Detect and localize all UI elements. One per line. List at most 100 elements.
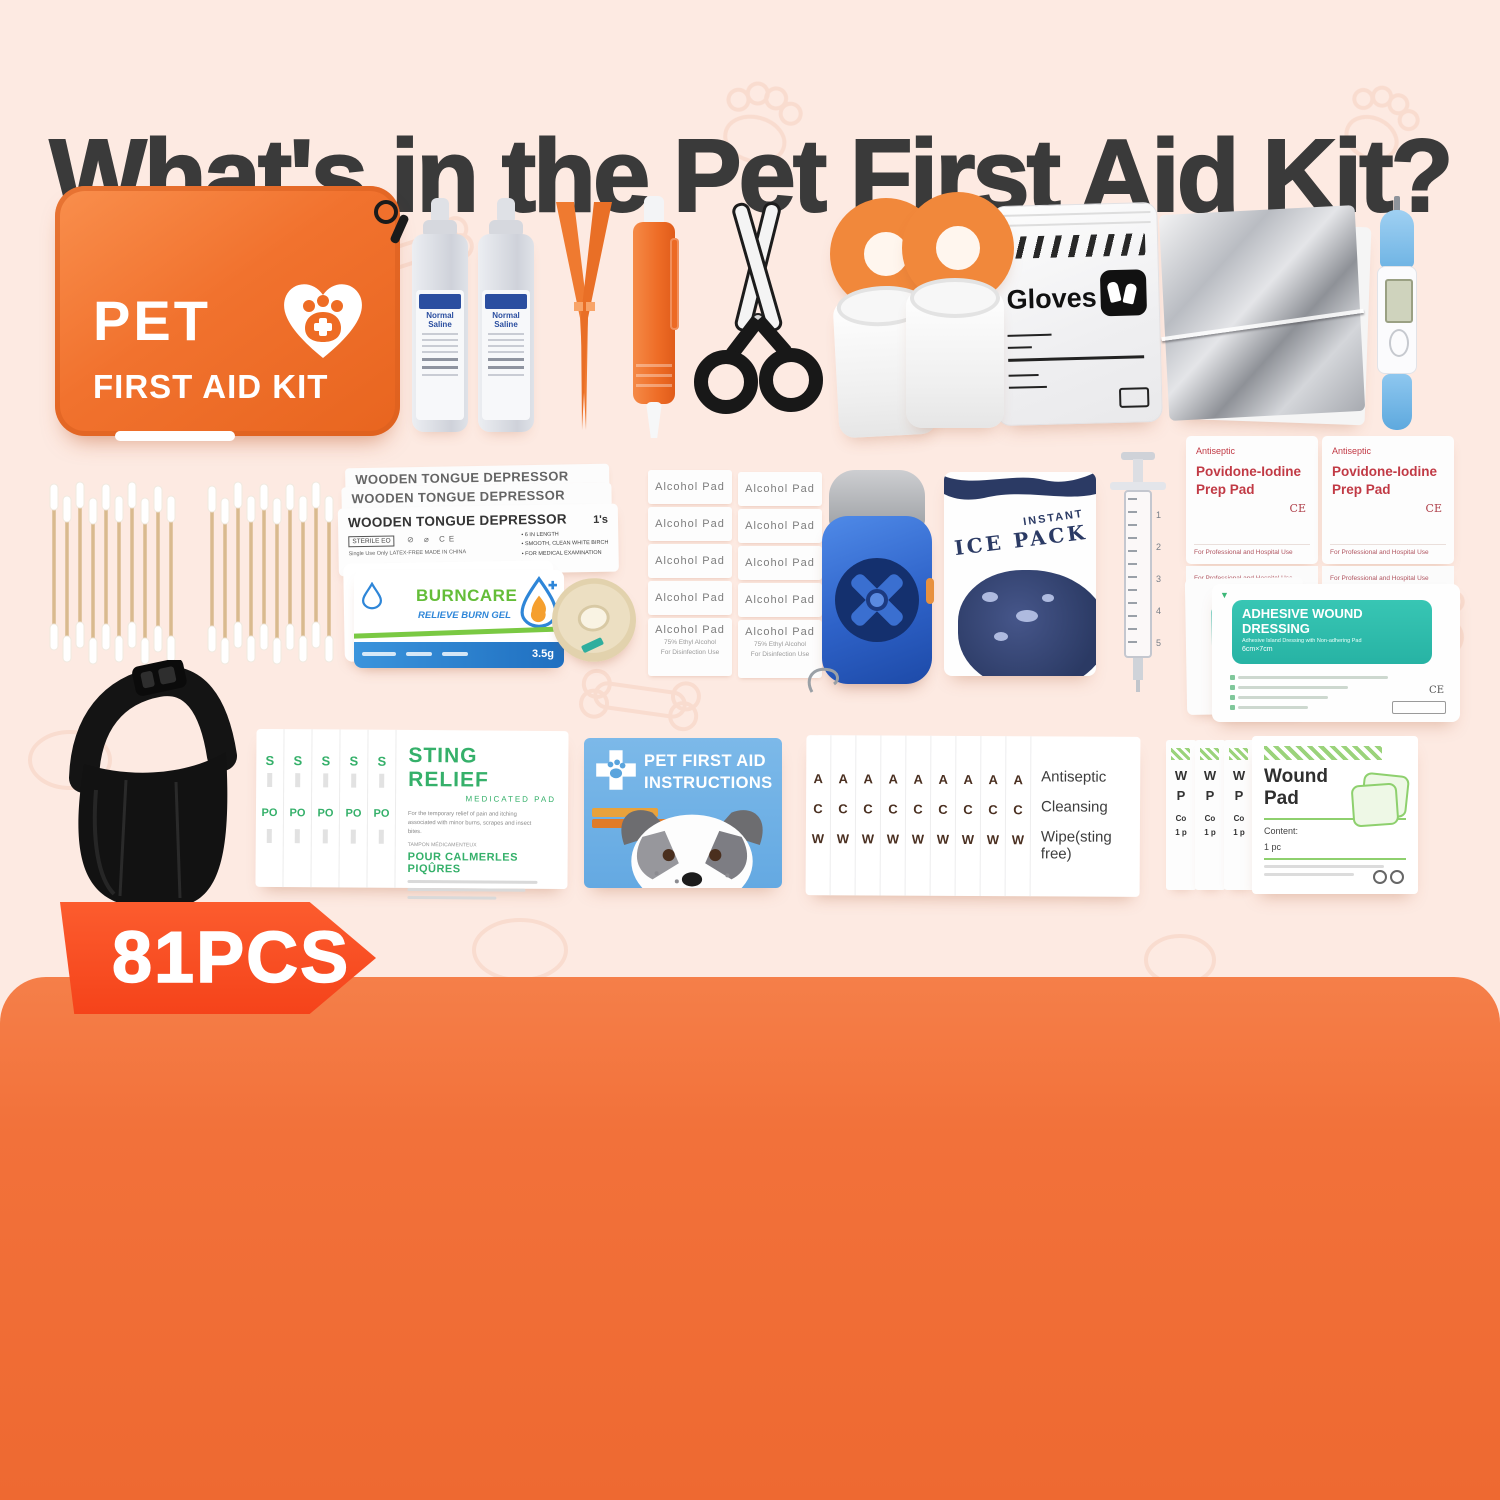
blanket-crease <box>1161 309 1364 342</box>
digital-thermometer <box>1374 196 1420 434</box>
burn-gel-packet-front: BURNCARE RELIEVE BURN GEL 3.5g <box>354 570 564 668</box>
flashlight-side-button <box>926 578 934 604</box>
vial-label: Normal Saline <box>416 290 464 420</box>
vial-label-band <box>485 294 527 309</box>
syringe-pet-feeder: 1 2 3 4 5 <box>1106 452 1170 692</box>
contents-panel: 1*Emergency Muzzle 10*Alcohol Pad 1*Digi… <box>0 977 1500 1500</box>
tick-remover-top-tip <box>644 196 664 226</box>
ce-mark: CE <box>1425 502 1442 515</box>
burn-gel-sub: RELIEVE BURN GEL <box>418 610 511 621</box>
cross-paw-icon <box>596 750 636 790</box>
alcohol-pad-column: Alcohol Pad Alcohol Pad Alcohol Pad Alco… <box>738 472 822 678</box>
tape-roll-core <box>576 602 612 634</box>
green-hatch-strip <box>1264 746 1382 760</box>
sterile-box <box>1392 701 1446 714</box>
ce-mark: CE <box>1289 502 1306 515</box>
heart-paw-cross-icon <box>284 284 362 358</box>
water-drop-icon <box>362 582 382 610</box>
swab-bundle-1 <box>48 480 177 666</box>
wipe-label: Antiseptic Cleansing Wipe(sting free) <box>1040 768 1112 863</box>
vial-body: Normal Saline <box>412 234 468 432</box>
vial-label: Normal Saline <box>482 290 530 420</box>
scale-number: 3 <box>1156 574 1162 584</box>
alcohol-pad: Alcohol Pad <box>648 544 732 578</box>
gloves-label: Gloves <box>1006 282 1098 315</box>
green-wave <box>354 626 564 639</box>
tape-roll-edge <box>580 637 605 654</box>
sting-pad-folded: S PO <box>255 728 285 888</box>
scale-ticks <box>1128 498 1137 650</box>
tick-remover-body <box>633 222 675 404</box>
bag-brand-line1: PET <box>93 289 211 352</box>
vial-cap <box>497 198 515 224</box>
povidone-iodine-prep-pads: Antiseptic Povidone-Iodine Prep Pad CE F… <box>1186 436 1454 564</box>
crank-hub <box>866 589 888 611</box>
sting-pad-front: STING RELIEF MEDICATED PAD For the tempo… <box>395 730 568 900</box>
drop-flame-icon <box>520 576 558 628</box>
piece-count-label: 81PCS <box>111 917 351 999</box>
hands-icon <box>1099 269 1148 317</box>
gloves-seal <box>998 211 1151 228</box>
scale-number: 4 <box>1156 606 1162 616</box>
barrel-flange <box>1110 482 1166 490</box>
wound-pad-front: Wound Pad Content: 1 pc <box>1252 736 1418 894</box>
mini-crank-flashlight <box>807 470 934 693</box>
alcohol-pad-column: Alcohol Pad Alcohol Pad Alcohol Pad Alco… <box>648 470 732 676</box>
depressor-title: WOODEN TONGUE DEPRESSOR <box>347 511 568 531</box>
gloves-decor-band <box>1002 233 1146 259</box>
thermometer-lcd <box>1385 279 1413 323</box>
bag-zipper-strip <box>115 431 235 441</box>
sting-pad-folded: S PO <box>283 729 313 888</box>
wound-pad-folded: W P Co 1 p <box>1166 740 1197 890</box>
ice-pack-label-icepack: ICE PACK <box>953 519 1089 561</box>
metal-tweezers <box>556 202 612 430</box>
depressor-count: 1's <box>593 513 609 526</box>
wound-pad-packets: W P Co 1 p W P Co 1 p W P Co 1 p Wound Pad Content… <box>1166 736 1418 898</box>
alcohol-pad: Alcohol Pad <box>738 583 822 617</box>
burn-gel-bottom-band: 3.5g <box>354 642 564 668</box>
ice-pack-top-band <box>944 472 1096 500</box>
orange-tag <box>592 808 658 817</box>
scale-number: 5 <box>1156 638 1162 648</box>
burn-gel-brand: BURNCARE <box>416 586 518 605</box>
emergency-thermal-blanket <box>1158 205 1366 421</box>
vial-cap <box>431 198 449 224</box>
thermometer-button <box>1389 329 1409 357</box>
vial-shoulder <box>489 220 523 238</box>
sting-pad-folded: S PO <box>311 729 341 888</box>
tick-remover-clip <box>670 238 679 330</box>
scale-number: 1 <box>1156 510 1162 520</box>
gloves-size-box <box>1118 387 1150 408</box>
alcohol-pad: Alcohol Pad <box>648 581 732 615</box>
thermometer-body <box>1377 266 1417 374</box>
alcohol-pad: Alcohol Pad <box>648 470 732 504</box>
depressor-bullets: • 6 IN LENGTH • SMOOTH, CLEAN WHITE BIRC… <box>521 531 609 557</box>
adhesive-wound-dressing-packet: ▼ ADHESIVE WOUND DRESSING Adhesive Island… <box>1212 584 1460 722</box>
ice-pack-ice-illustration <box>958 570 1096 676</box>
thermometer-base <box>1382 374 1412 430</box>
sting-relief-pads: S PO S PO S PO S PO S PO STING RELIEF MEDICAT… <box>255 728 569 900</box>
alcohol-pad: Alcohol Pad <box>738 509 822 543</box>
cert-rings <box>1373 870 1404 884</box>
emergency-muzzle <box>69 660 237 906</box>
scale-number: 2 <box>1156 542 1162 552</box>
instant-ice-pack: INSTANT ICE PACK <box>944 472 1096 676</box>
wound-pad-folded: W P Co 1 p <box>1224 740 1255 890</box>
alcohol-pad: Alcohol Pad <box>738 472 822 506</box>
prep-pad-packet: Antiseptic Povidone-Iodine Prep Pad CE F… <box>1322 436 1454 564</box>
burn-gel-packets: BURNCARE RELIEVE BURN GEL 3.5g <box>343 560 574 676</box>
syringe-barrel <box>1124 490 1152 658</box>
corner-mark: ▼ <box>1220 590 1229 600</box>
vinyl-gloves-pack: Gloves <box>991 201 1163 427</box>
vial-label-text: Normal Saline <box>492 311 520 329</box>
sterile-eo-box: STERILE EO <box>348 535 395 548</box>
vial-shoulder <box>423 220 457 238</box>
piece-count-badge: 81PCS <box>60 902 376 1014</box>
swab-bundle-2 <box>206 480 335 666</box>
